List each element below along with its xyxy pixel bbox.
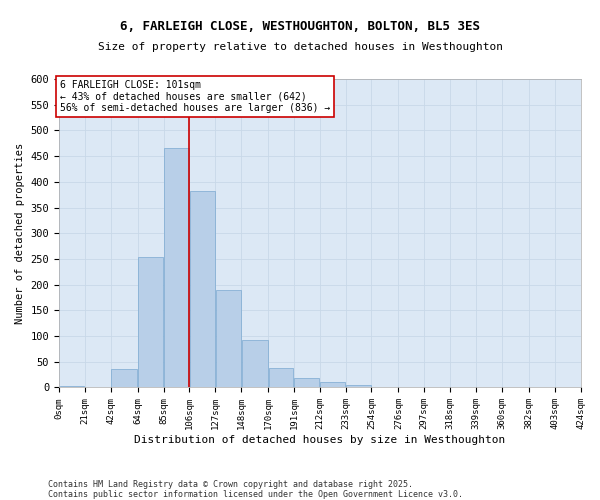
Bar	[111, 370, 137, 388]
Bar	[242, 340, 268, 388]
Bar	[295, 378, 319, 388]
Bar	[59, 386, 85, 388]
Text: Contains HM Land Registry data © Crown copyright and database right 2025.: Contains HM Land Registry data © Crown c…	[48, 480, 413, 489]
Bar	[216, 290, 241, 388]
Bar	[320, 382, 345, 388]
Bar	[164, 148, 189, 388]
Text: Size of property relative to detached houses in Westhoughton: Size of property relative to detached ho…	[97, 42, 503, 52]
Text: 6, FARLEIGH CLOSE, WESTHOUGHTON, BOLTON, BL5 3ES: 6, FARLEIGH CLOSE, WESTHOUGHTON, BOLTON,…	[120, 20, 480, 33]
Bar	[425, 387, 449, 388]
Bar	[138, 258, 163, 388]
Bar	[346, 386, 371, 388]
Bar	[269, 368, 293, 388]
Text: Contains public sector information licensed under the Open Government Licence v3: Contains public sector information licen…	[48, 490, 463, 499]
Bar	[190, 191, 215, 388]
Bar	[372, 387, 398, 388]
Text: 6 FARLEIGH CLOSE: 101sqm
← 43% of detached houses are smaller (642)
56% of semi-: 6 FARLEIGH CLOSE: 101sqm ← 43% of detach…	[60, 80, 331, 113]
Y-axis label: Number of detached properties: Number of detached properties	[15, 142, 25, 324]
X-axis label: Distribution of detached houses by size in Westhoughton: Distribution of detached houses by size …	[134, 435, 505, 445]
